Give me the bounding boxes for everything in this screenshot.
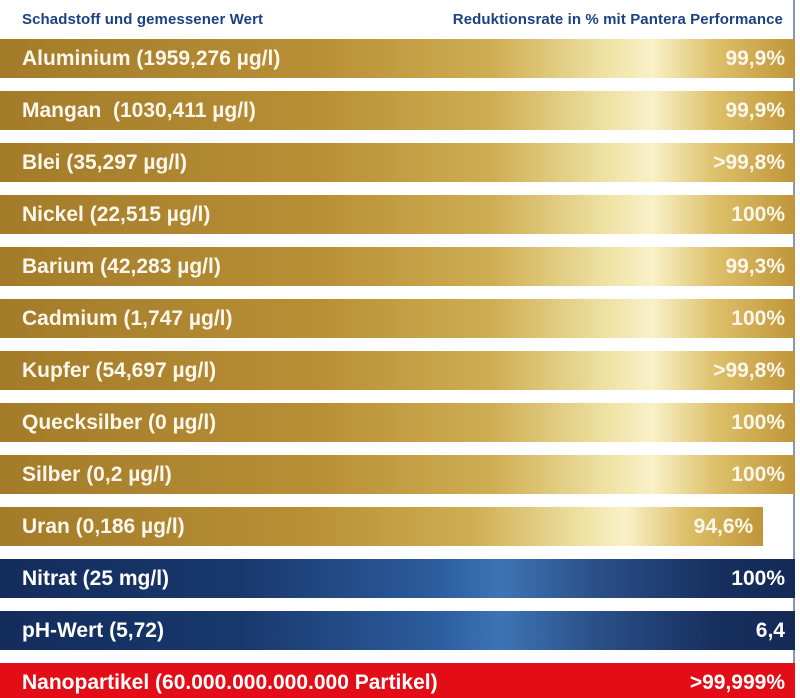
reduction-value: 100% [731,462,785,486]
bar-row-ph-wert: pH-Wert (5,72) 6,4 [0,611,795,650]
bar-row-blei: Blei (35,297 µg/l) >99,8% [0,143,795,182]
pollutant-label: Kupfer (54,697 µg/l) [22,358,217,382]
bar-row-nanopartikel: Nanopartikel (60.000.000.000.000 Partike… [0,663,795,698]
reduction-value: >99,999% [689,670,785,694]
bar-row-kupfer: Kupfer (54,697 µg/l) >99,8% [0,351,795,390]
reduction-value: 94,6% [693,514,754,538]
pollutant-label: Uran (0,186 µg/l) [22,514,185,538]
bar-row-quecksilber: Quecksilber (0 µg/l) 100% [0,403,795,442]
pollutant-label: Mangan (1030,411 µg/l) [22,98,256,122]
bar-row-barium: Barium (42,283 µg/l) 99,3% [0,247,795,286]
reduction-value: 6,4 [755,618,785,642]
reduction-value: 100% [731,202,785,226]
pollutant-label: Quecksilber (0 µg/l) [22,410,217,434]
column-header-pollutant: Schadstoff und gemessener Wert [22,11,264,28]
pollutant-label: Silber (0,2 µg/l) [22,462,172,486]
bar-row-nitrat: Nitrat (25 mg/l) 100% [0,559,795,598]
bar-row-uran: Uran (0,186 µg/l) 94,6% [0,507,764,546]
bar-row-mangan: Mangan (1030,411 µg/l) 99,9% [0,91,795,130]
bar-rows: Aluminium (1959,276 µg/l) 99,9% Mangan (… [0,39,795,698]
column-header-reduction-rate: Reduktionsrate in % mit Pantera Performa… [452,11,783,28]
pollutant-label: Aluminium (1959,276 µg/l) [22,46,281,70]
bar-row-aluminium: Aluminium (1959,276 µg/l) 99,9% [0,39,795,78]
table-header: Schadstoff und gemessener Wert Reduktion… [0,0,800,39]
reduction-value: 99,9% [725,46,785,70]
pollutant-label: Nitrat (25 mg/l) [22,566,170,590]
bar-row-silber: Silber (0,2 µg/l) 100% [0,455,795,494]
reduction-value: 100% [731,306,785,330]
pollutant-label: pH-Wert (5,72) [22,618,164,642]
reduction-value: 100% [731,410,785,434]
reduction-value: 99,9% [725,98,785,122]
bar-row-nickel: Nickel (22,515 µg/l) 100% [0,195,795,234]
pollutant-label: Nanopartikel (60.000.000.000.000 Partike… [22,670,438,694]
pollutant-label: Cadmium (1,747 µg/l) [22,306,233,330]
reduction-value: >99,8% [713,150,785,174]
bar-row-cadmium: Cadmium (1,747 µg/l) 100% [0,299,795,338]
pollutant-label: Blei (35,297 µg/l) [22,150,187,174]
reduction-value: 99,3% [725,254,785,278]
pollutant-label: Nickel (22,515 µg/l) [22,202,211,226]
right-edge-line [793,0,795,698]
reduction-value: 100% [731,566,785,590]
reduction-value: >99,8% [713,358,785,382]
pollutant-label: Barium (42,283 µg/l) [22,254,221,278]
